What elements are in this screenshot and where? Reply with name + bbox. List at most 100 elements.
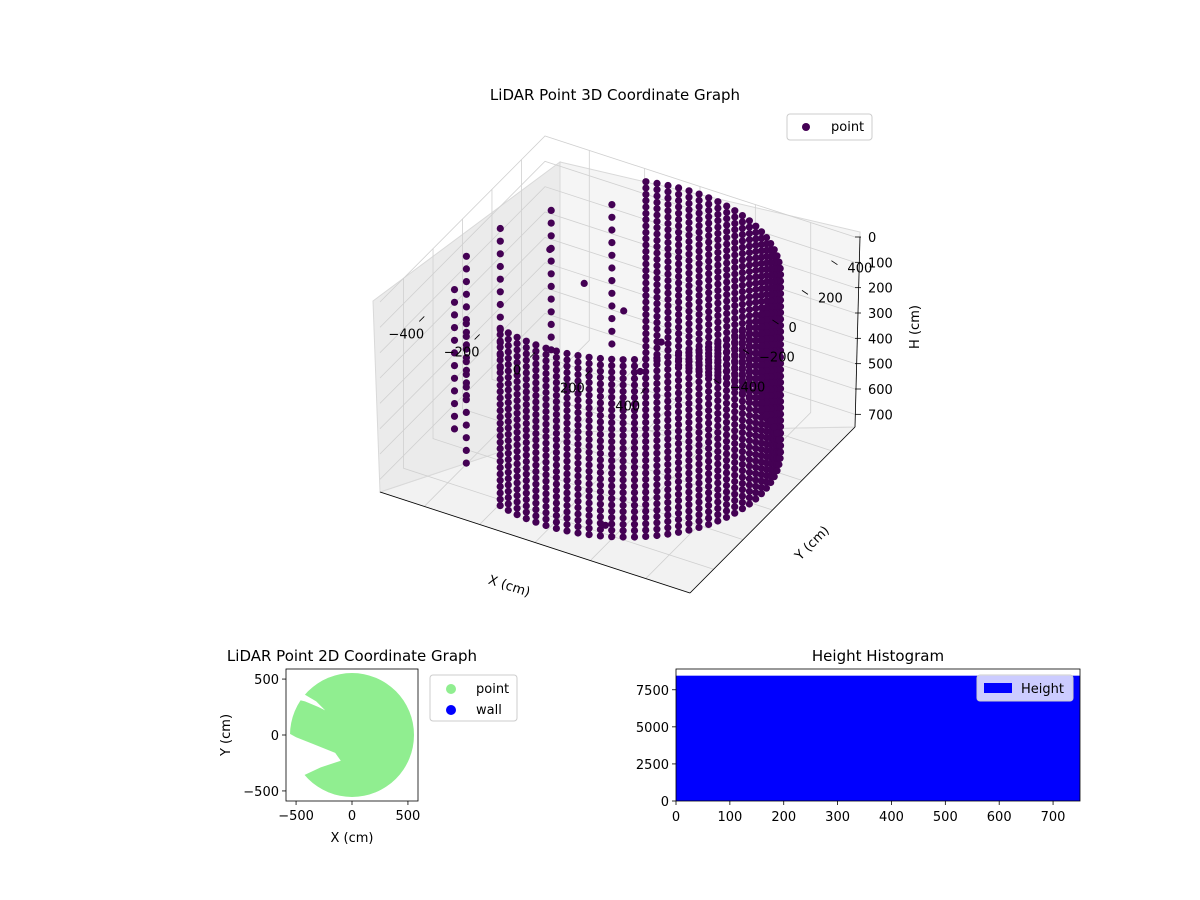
data-point: [664, 276, 672, 285]
data-point: [685, 187, 693, 195]
data-point: [608, 463, 616, 471]
data-point: [731, 283, 739, 291]
data-point: [585, 499, 593, 507]
data-point: [653, 293, 661, 301]
z-tick-label: 600: [868, 383, 893, 398]
data-point: [462, 446, 470, 454]
data-point: [714, 369, 722, 377]
data-point: [462, 459, 470, 467]
y-tick-label: 2500: [636, 758, 669, 773]
data-point: [513, 492, 521, 500]
data-point: [653, 338, 661, 346]
data-point: [608, 501, 616, 509]
data-point: [574, 428, 582, 436]
data-point: [585, 505, 593, 513]
data-point: [522, 407, 530, 415]
data-point: [773, 467, 781, 475]
z-tick-label: 500: [868, 358, 893, 373]
data-point: [574, 478, 582, 486]
data-point: [745, 293, 754, 301]
data-point: [714, 274, 722, 282]
data-point: [542, 445, 550, 454]
data-point: [705, 381, 713, 389]
data-point: [695, 342, 703, 350]
data-point: [757, 354, 766, 363]
data-point: [664, 448, 672, 456]
data-point: [450, 425, 459, 433]
data-point: [608, 327, 616, 335]
data-point: [685, 437, 693, 445]
data-point: [563, 394, 571, 402]
data-point: [752, 368, 760, 376]
data-point: [450, 324, 459, 332]
data-point: [675, 311, 683, 319]
data-point: [674, 414, 683, 422]
data-point: [513, 454, 521, 462]
x-tick: [474, 334, 480, 340]
data-point: [596, 468, 605, 477]
data-point: [705, 206, 713, 214]
data-point: [496, 476, 504, 484]
data-point: [522, 401, 530, 409]
data-point: [685, 339, 693, 347]
x-tick: [585, 370, 591, 376]
data-point: [738, 460, 747, 468]
data-point: [462, 316, 470, 324]
data-point: [462, 252, 470, 260]
data-point: [542, 376, 550, 384]
data-point: [738, 281, 747, 289]
data-point: [705, 387, 713, 395]
data-point: [664, 359, 672, 367]
histogram-legend: Height: [976, 674, 1074, 702]
data-point: [532, 366, 540, 374]
data-point: [608, 302, 616, 310]
data-point: [664, 333, 672, 342]
data-point: [642, 184, 650, 192]
data-point: [695, 409, 703, 417]
data-point: [731, 245, 739, 253]
data-point: [685, 218, 693, 227]
data-point: [653, 224, 661, 232]
data-point: [513, 435, 521, 443]
data-point: [731, 302, 739, 310]
data-point: [563, 349, 571, 358]
data-point: [714, 223, 722, 231]
data-point: [653, 449, 661, 457]
data-point: [776, 454, 784, 462]
data-point: [664, 498, 672, 506]
y-tick: [713, 378, 720, 384]
data-point: [608, 387, 616, 395]
data-point: [664, 238, 672, 247]
data-point: [504, 443, 512, 451]
data-point: [653, 506, 661, 514]
data-point: [513, 340, 521, 348]
data-point: [731, 384, 739, 392]
data-point: [542, 502, 550, 511]
data-point: [496, 489, 504, 497]
data-point: [705, 320, 713, 328]
data-point: [664, 403, 672, 411]
data-point: [674, 408, 683, 416]
histogram-frame: [675, 668, 1081, 802]
data-point: [504, 462, 512, 470]
data-point: [532, 442, 540, 450]
data-point: [653, 306, 661, 314]
data-point: [705, 225, 713, 233]
data-point: [752, 292, 760, 300]
data-point: [664, 511, 672, 519]
data-point: [563, 501, 571, 510]
data-point: [752, 235, 760, 243]
data-point: [630, 489, 639, 497]
data-point: [496, 407, 504, 415]
data-point: [653, 186, 661, 194]
data-point: [714, 267, 722, 275]
data-point: [630, 463, 639, 471]
x-tick-label: 0: [672, 810, 680, 825]
data-point: [674, 503, 683, 511]
data-point: [714, 390, 722, 398]
z-tick-label: 700: [868, 408, 893, 423]
data-point: [714, 331, 722, 339]
data-point: [522, 344, 530, 352]
data-point: [705, 314, 713, 322]
data-point: [664, 257, 672, 266]
